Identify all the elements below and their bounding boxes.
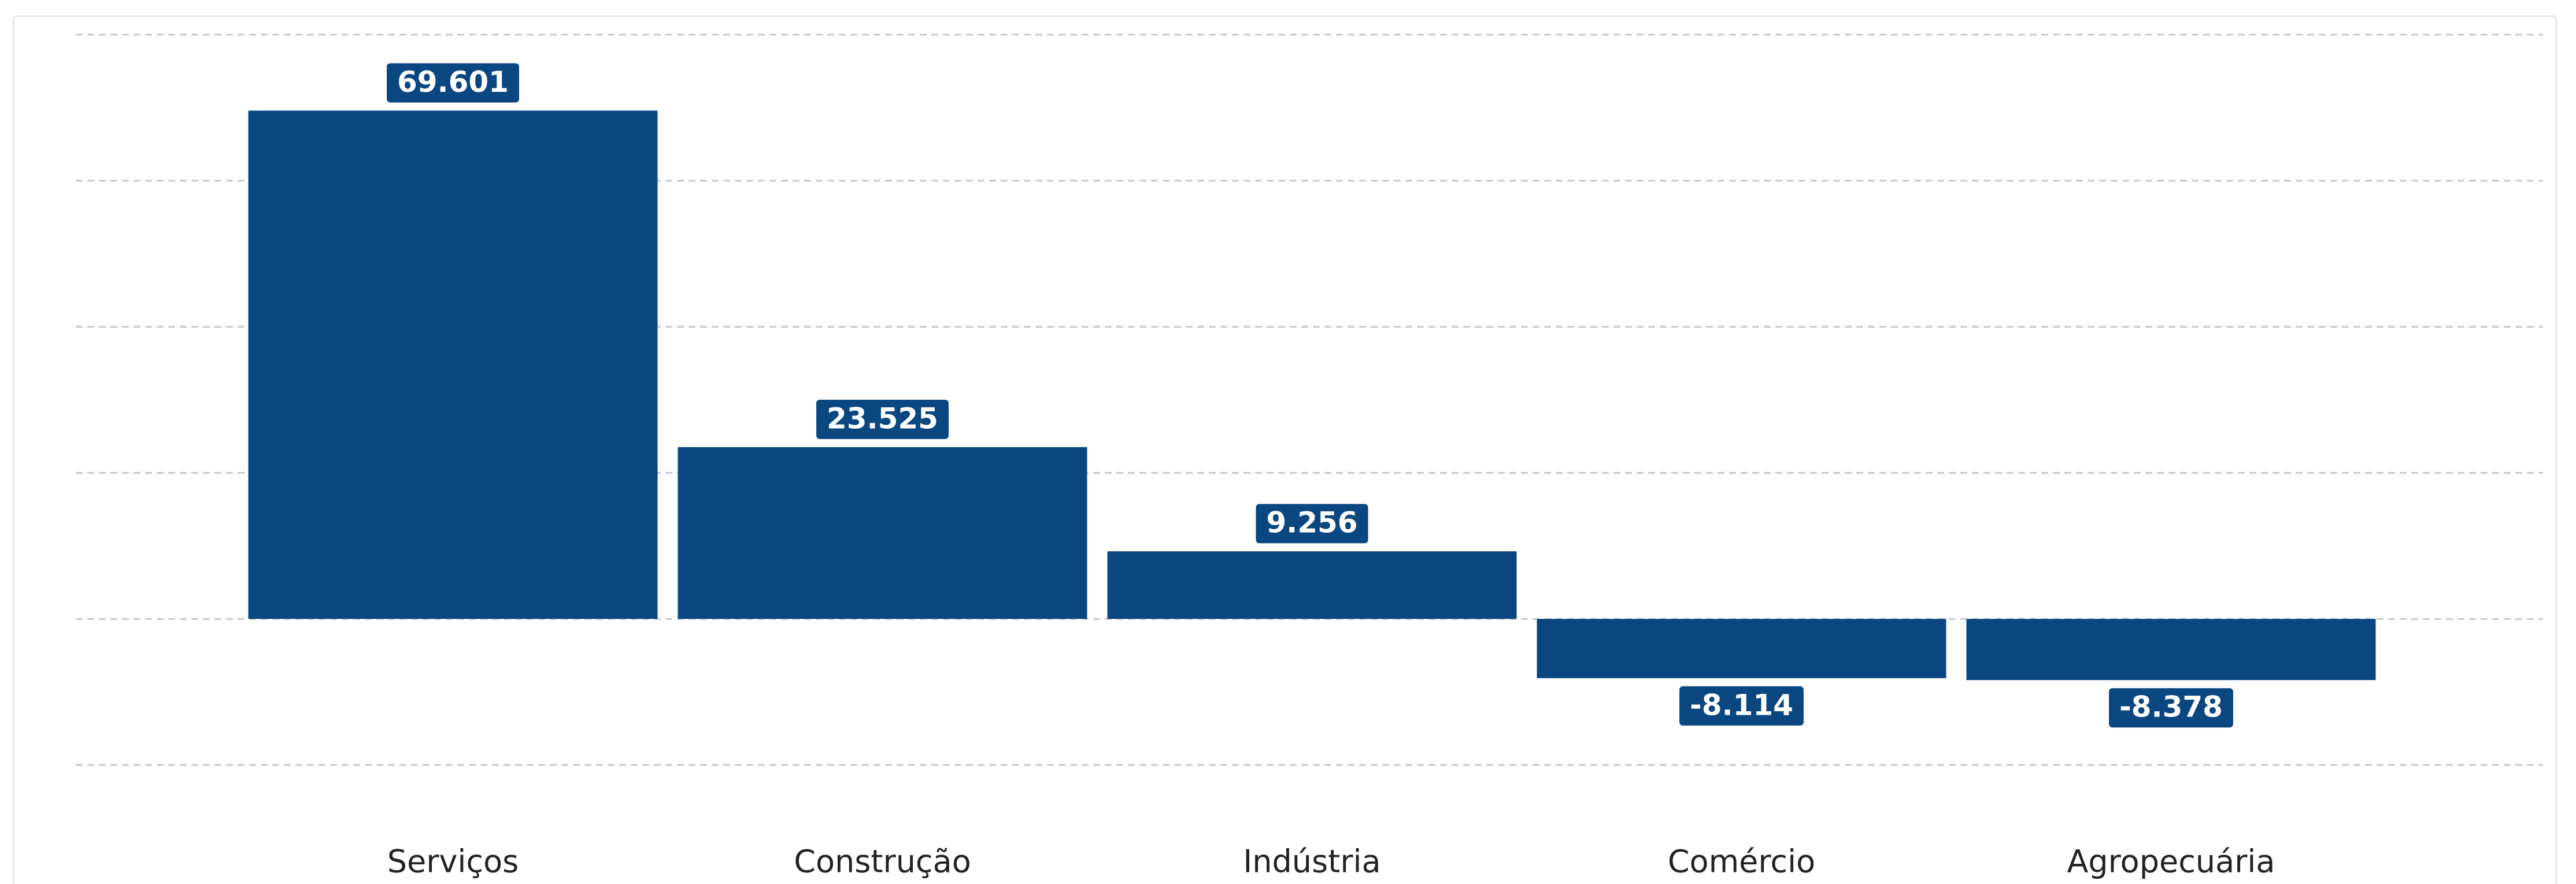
x-tick-label: Indústria xyxy=(1243,844,1380,880)
value-label: 69.601 xyxy=(397,65,509,99)
value-label: -8.114 xyxy=(1690,688,1793,722)
bar xyxy=(1966,619,2376,681)
value-label-box xyxy=(1256,504,1368,544)
value-label: -8.378 xyxy=(2119,690,2223,724)
x-tick-label: Construção xyxy=(794,844,971,880)
value-label-box xyxy=(2109,688,2233,728)
x-tick-label: Comércio xyxy=(1668,844,1815,880)
value-label: 9.256 xyxy=(1266,506,1357,540)
bar xyxy=(1537,619,1946,678)
bar xyxy=(248,110,658,619)
bar xyxy=(678,447,1087,619)
x-tick-label: Serviços xyxy=(387,844,519,880)
x-tick-label: Agropecuária xyxy=(2067,844,2275,880)
value-label-box xyxy=(816,399,949,439)
value-label-box xyxy=(387,63,519,103)
value-label-box xyxy=(1679,686,1804,726)
value-label: 23.525 xyxy=(827,402,938,435)
bar xyxy=(1107,551,1517,619)
